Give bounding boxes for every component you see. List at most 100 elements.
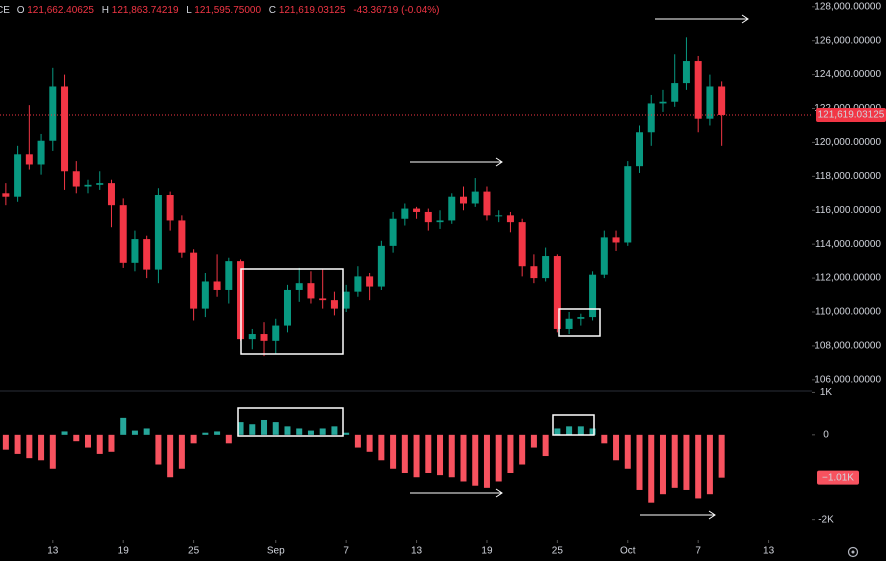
- candle-body: [260, 334, 268, 341]
- close-value: 121,619.03125: [279, 5, 346, 16]
- histogram-bar: [296, 428, 303, 435]
- histogram-bar: [131, 430, 138, 435]
- candle-body: [283, 289, 291, 326]
- candle-body: [612, 237, 620, 243]
- histogram-bar: [589, 428, 596, 435]
- candle-body: [96, 183, 104, 185]
- candle-body: [354, 276, 362, 292]
- candle-body: [506, 215, 514, 223]
- histogram-bar: [483, 434, 490, 488]
- histogram-bar: [96, 434, 103, 454]
- candle-body: [366, 276, 374, 287]
- histogram-bar: [577, 426, 584, 435]
- box-annotation: [240, 268, 344, 355]
- candle-body: [647, 103, 655, 133]
- histogram-bar: [272, 422, 279, 435]
- candle-body: [342, 291, 350, 309]
- candle-body: [424, 211, 432, 223]
- candle-body: [143, 239, 151, 270]
- x-tick-label: 13: [47, 546, 59, 557]
- candle-body: [600, 237, 608, 275]
- x-tick-label: 25: [188, 546, 200, 557]
- histogram-bar: [706, 434, 713, 495]
- candle-body: [119, 205, 127, 263]
- candle-body: [448, 196, 456, 221]
- candle-body: [154, 195, 162, 270]
- candle-body: [178, 220, 186, 253]
- candle-body: [295, 283, 303, 290]
- x-tick-label: 13: [763, 546, 775, 557]
- arrow: [640, 510, 716, 520]
- histogram-bar: [202, 432, 209, 435]
- candle-body: [671, 83, 679, 102]
- y-tick-label: 114,000.00000: [815, 239, 881, 250]
- histogram-bar: [390, 434, 397, 469]
- candle-body: [565, 318, 573, 329]
- histogram-bar: [542, 434, 549, 457]
- histogram-bar: [214, 431, 221, 435]
- gear[interactable]: [847, 546, 859, 558]
- candle-body: [530, 266, 538, 279]
- candle-body: [84, 184, 92, 187]
- candle-body: [330, 300, 338, 309]
- change-value: -43.36719 (-0.04%): [353, 5, 439, 16]
- settings-icon[interactable]: [847, 546, 859, 558]
- histogram-bar: [472, 434, 479, 486]
- candle-body: [718, 86, 726, 115]
- gear-center[interactable]: [851, 550, 855, 554]
- histogram-bar: [225, 434, 232, 444]
- histogram-bar: [448, 434, 455, 478]
- histogram-bar: [331, 426, 338, 435]
- candle-body: [553, 256, 561, 329]
- histogram-bar: [683, 434, 690, 490]
- candle-body: [413, 208, 421, 212]
- histogram-bar: [261, 419, 268, 435]
- candle-body: [577, 317, 585, 319]
- candle-body: [225, 261, 233, 290]
- annotations: [237, 14, 749, 520]
- candle-body: [49, 86, 57, 141]
- high-label: H: [102, 5, 109, 16]
- x-tick-label: 7: [695, 546, 701, 557]
- arrow: [655, 14, 749, 24]
- ohlc-legend: CE O 121,662.40625 H 121,863.74219 L 121…: [0, 5, 440, 16]
- candle-body: [401, 208, 409, 219]
- histogram-bar: [354, 434, 361, 448]
- candle-body: [377, 245, 385, 287]
- box-annotation: [237, 407, 344, 437]
- histogram-bar: [61, 431, 68, 435]
- histogram-bar: [507, 434, 514, 473]
- histogram-bar: [437, 434, 444, 476]
- arrow: [410, 157, 503, 167]
- histogram-bar: [108, 434, 115, 452]
- last-value-label: −1.01K: [822, 472, 854, 483]
- low-label: L: [186, 5, 192, 16]
- histogram-bar: [38, 434, 45, 461]
- candle-body: [61, 86, 69, 172]
- x-tick-label: 25: [552, 546, 564, 557]
- candle-body: [37, 140, 45, 165]
- histogram-bar: [319, 428, 326, 435]
- histogram-bar: [167, 434, 174, 478]
- candle-body: [107, 183, 115, 206]
- y-tick-label: -2K: [818, 514, 834, 525]
- candle-body: [436, 220, 444, 223]
- histogram-bar: [554, 428, 561, 435]
- last-price-label: 121,619.03125: [818, 110, 885, 121]
- histogram-bar: [49, 434, 56, 469]
- candle-body: [495, 215, 503, 217]
- x-tick-label: 13: [411, 546, 423, 557]
- histogram-bar: [190, 434, 197, 444]
- histogram-bar: [178, 434, 185, 469]
- histogram-bar: [249, 424, 256, 435]
- low-value: 121,595.75000: [194, 5, 261, 16]
- x-tick-label: Oct: [620, 546, 636, 557]
- candle-body: [389, 218, 397, 246]
- y-tick-label: 118,000.00000: [815, 171, 881, 182]
- histogram-bar: [636, 434, 643, 490]
- y-tick-label: 108,000.00000: [814, 341, 881, 352]
- histogram-bar: [237, 422, 244, 435]
- last-price-box: [816, 107, 886, 122]
- candle-body: [659, 101, 667, 104]
- histogram-bar: [120, 417, 127, 435]
